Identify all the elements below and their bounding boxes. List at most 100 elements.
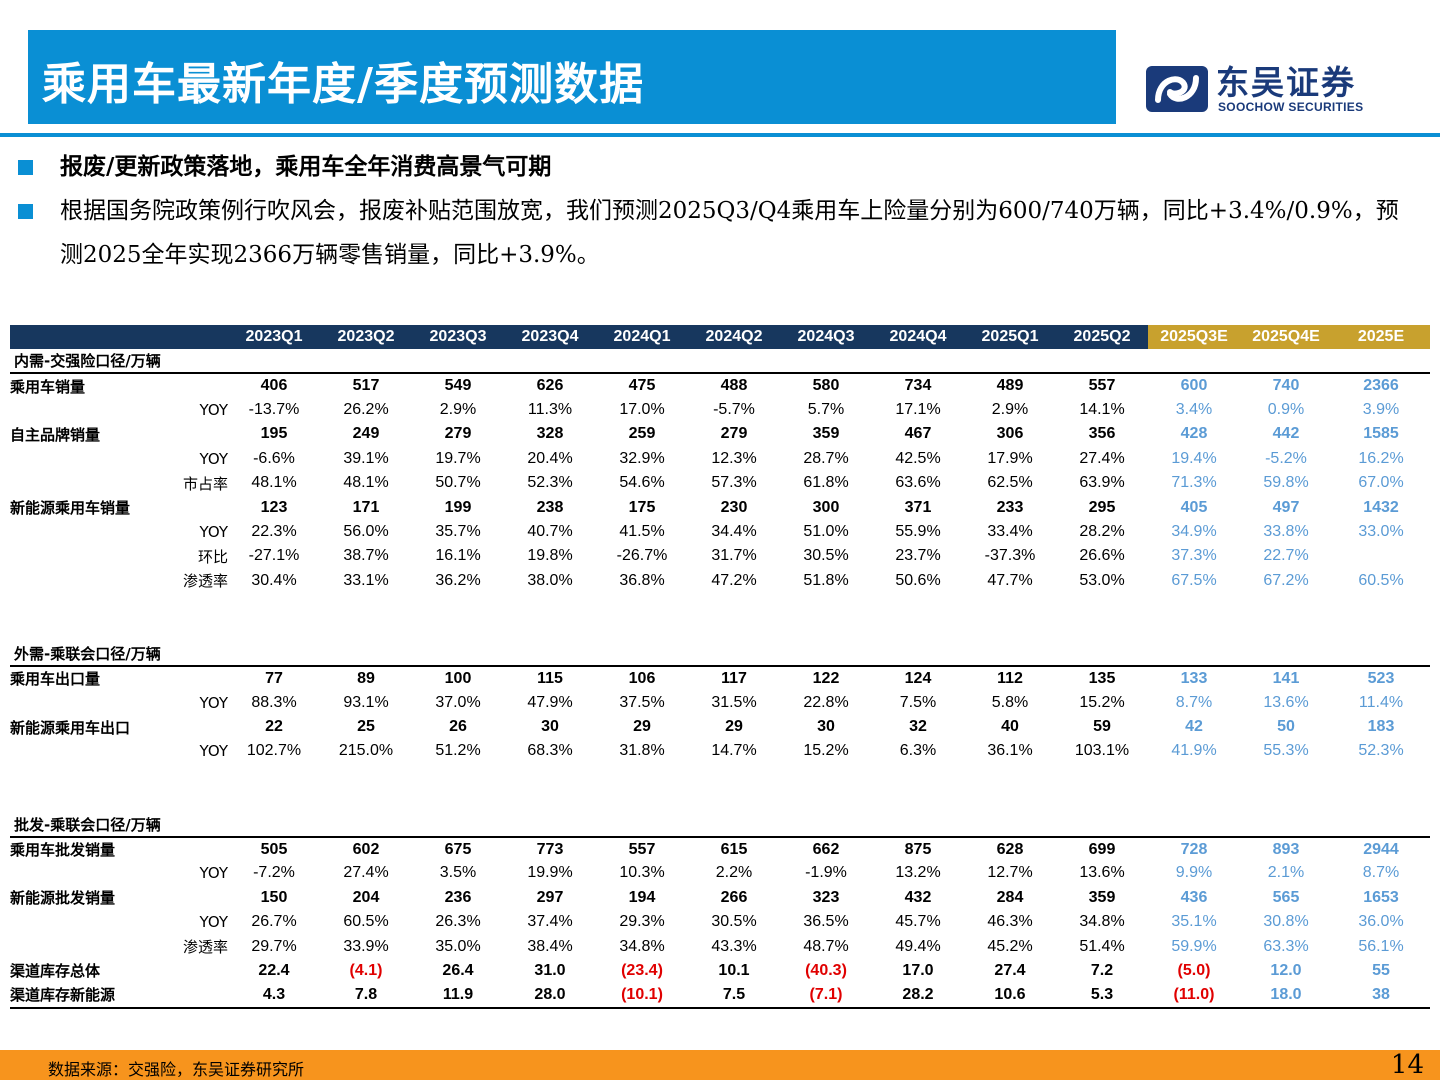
table-cell: 12.3%: [711, 449, 757, 467]
table-cell: 133: [1180, 669, 1208, 687]
table-cell: 5.3: [1056, 983, 1148, 1009]
table-row: 乘用车出口量 77 89 100 115 106 117 122 124 112 135 133 141…: [10, 666, 1430, 690]
table-cell: 36.5%: [803, 913, 849, 931]
spacer-row: [10, 788, 1430, 812]
table-cell: 46.3%: [987, 913, 1033, 931]
section-title: 外需-乘联会口径/万辆: [10, 641, 1430, 668]
footer-bar: [0, 1050, 1440, 1080]
row-sublabel: 市占率: [182, 474, 228, 493]
row-sublabel: YOY: [199, 742, 229, 761]
table-cell: 3.5%: [439, 864, 477, 882]
table-cell: 565: [1272, 888, 1300, 906]
table-cell: 45.7%: [895, 913, 941, 931]
table-cell: 38.4%: [527, 937, 573, 955]
table-body: 内需-交强险口径/万辆 乘用车销量 406 517 549 626 475 488 580 734…: [10, 349, 1430, 1009]
table-cell: 41.9%: [1171, 742, 1217, 760]
bullet-body: 根据国务院政策例行吹风会，报废补贴范围放宽，我们预测2025Q3/Q4乘用车上险…: [18, 189, 1418, 277]
table-cell: 489: [996, 377, 1024, 395]
table-cell: 33.4%: [987, 522, 1033, 540]
table-cell: (4.1): [349, 961, 383, 979]
table-cell: 557: [628, 840, 656, 858]
column-header: 2025E: [1332, 325, 1430, 349]
table-cell: 306: [996, 425, 1024, 443]
table-cell: 175: [628, 498, 656, 516]
table-cell: 30.5%: [803, 547, 849, 565]
table-cell: 42: [1185, 718, 1203, 736]
table-cell: 38.7%: [343, 547, 389, 565]
table-cell: 8.7%: [1362, 864, 1400, 882]
row-sublabel: YOY: [199, 913, 229, 932]
table-cell: 150: [260, 888, 288, 906]
table-cell: 30: [541, 718, 559, 736]
table-row: 环比 -27.1% 38.7% 16.1% 19.8% -26.7% 31.7% 30.5% 2…: [10, 544, 1430, 568]
table-cell: 15.2%: [803, 742, 849, 760]
table-cell: 195: [260, 425, 288, 443]
table-cell: 25: [357, 718, 375, 736]
table-cell: 112: [997, 669, 1023, 687]
table-cell: 59.9%: [1171, 937, 1217, 955]
table-cell: 33.8%: [1263, 522, 1309, 540]
column-header: 2024Q3: [780, 325, 872, 349]
table-cell: 16.2%: [1358, 449, 1404, 467]
page-title: 乘用车最新年度/季度预测数据: [42, 59, 645, 110]
spacer-row: [10, 617, 1430, 641]
table-cell: 488: [720, 377, 748, 395]
table-cell: 52.3%: [527, 474, 573, 492]
table-cell: 549: [444, 377, 472, 395]
table-cell: 497: [1272, 498, 1300, 516]
table-cell: -13.7%: [248, 400, 300, 418]
row-label: 新能源乘用车出口: [10, 718, 131, 737]
table-cell: 3.9%: [1362, 400, 1400, 418]
table-cell: 117: [721, 669, 747, 687]
table-cell: 100: [444, 669, 472, 687]
table-cell: 47.2%: [711, 571, 757, 589]
row-sublabel: YOY: [199, 449, 229, 468]
table-cell: [1332, 544, 1430, 568]
row-sublabel: YOY: [199, 400, 229, 419]
table-cell: 359: [812, 425, 840, 443]
table-cell: 40.7%: [527, 522, 573, 540]
table-cell: 8.7%: [1175, 693, 1213, 711]
table-cell: 67.5%: [1171, 571, 1217, 589]
data-source-note: 数据来源：交强险，东吴证券研究所: [48, 1060, 305, 1079]
column-header: 2024Q2: [688, 325, 780, 349]
table-cell: 49.4%: [895, 937, 941, 955]
table-cell: 467: [904, 425, 932, 443]
table-cell: 53.0%: [1079, 571, 1125, 589]
table-cell: 106: [628, 669, 656, 687]
table-cell: 1432: [1363, 498, 1399, 516]
table-cell: 124: [904, 669, 932, 687]
table-cell: 34.8%: [619, 937, 665, 955]
table-cell: 233: [996, 498, 1024, 516]
table-cell: 432: [904, 888, 932, 906]
table-cell: 52.3%: [1358, 742, 1404, 760]
table-cell: -5.2%: [1265, 449, 1307, 467]
table-cell: 475: [628, 377, 656, 395]
table-cell: 39.1%: [343, 449, 389, 467]
table-cell: 734: [904, 377, 932, 395]
logo-chinese-name: 东吴证券: [1216, 63, 1356, 102]
table-cell: 17.0: [902, 961, 934, 979]
table-cell: 50.6%: [895, 571, 941, 589]
section-title: 内需-交强险口径/万辆: [10, 349, 1430, 375]
table-cell: 34.9%: [1171, 522, 1217, 540]
table-cell: 28.0: [504, 983, 596, 1009]
table-cell: 204: [352, 888, 380, 906]
spacer-row: [10, 764, 1430, 788]
table-cell: 20.4%: [527, 449, 573, 467]
table-cell: 41.5%: [619, 522, 665, 540]
row-label: 渠道库存新能源: [10, 983, 228, 1009]
section-header-row: 内需-交强险口径/万辆: [10, 349, 1430, 375]
table-cell: 48.7%: [803, 937, 849, 955]
table-cell: 32.9%: [619, 449, 665, 467]
table-cell: 602: [352, 840, 380, 858]
table-cell: 17.0%: [619, 400, 665, 418]
table-cell: 171: [352, 498, 380, 516]
table-cell: 36.2%: [435, 571, 481, 589]
table-cell: 4.3: [228, 983, 320, 1009]
table-cell: 17.9%: [987, 449, 1033, 467]
table-cell: 7.8: [320, 983, 412, 1009]
table-cell: 406: [260, 377, 288, 395]
table-cell: (5.0): [1177, 961, 1211, 979]
table-cell: 7.5%: [899, 693, 937, 711]
